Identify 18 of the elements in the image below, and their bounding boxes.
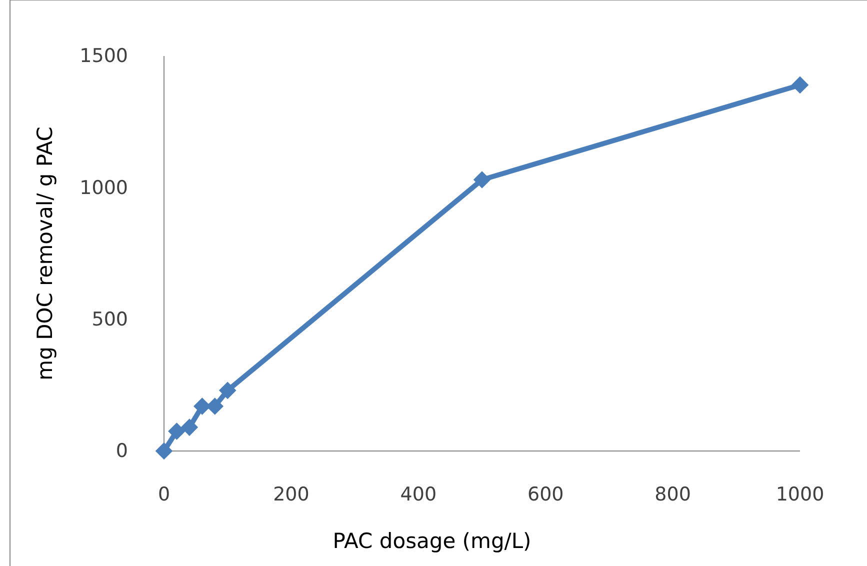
point (218, 382, 236, 400)
point (180, 418, 198, 436)
y-tick-label: 500 (92, 308, 128, 330)
y-axis-title: mg DOC removal/ g PAC (33, 126, 57, 380)
y-tick-label: 1000 (80, 176, 128, 199)
x-tick-label: 200 (273, 483, 310, 506)
x-tick-label: 600 (527, 483, 564, 506)
x-tick-label: 400 (400, 483, 437, 506)
point (168, 422, 186, 440)
y-tick-label: 0 (116, 440, 128, 462)
y-tick-label: 1500 (80, 45, 128, 68)
point (473, 171, 491, 188)
x-tick-label: 0 (158, 483, 170, 506)
point (791, 76, 809, 94)
x-tick-label: 1000 (776, 483, 824, 506)
x-axis-title: PAC dosage (mg/L) (332, 529, 532, 553)
point (155, 442, 173, 460)
x-tick-label: 800 (654, 483, 691, 506)
